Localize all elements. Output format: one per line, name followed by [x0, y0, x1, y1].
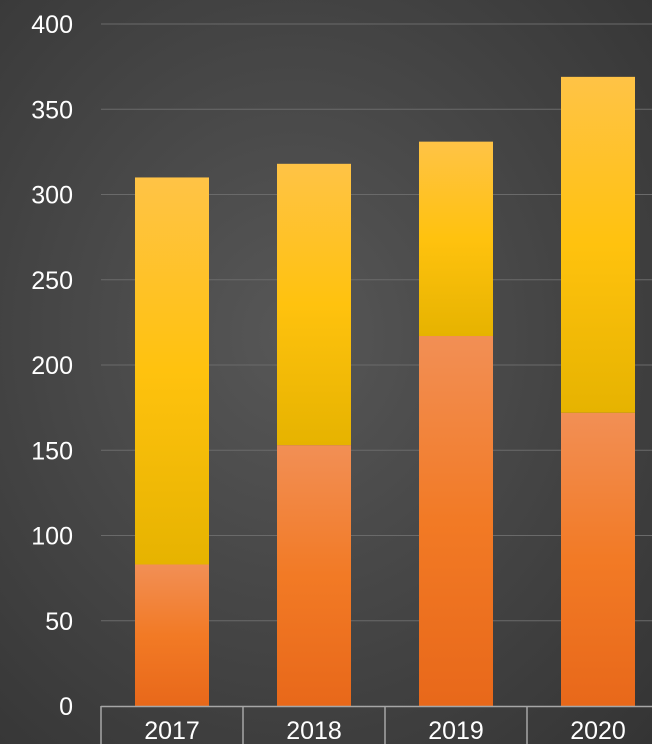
bar-2017-segment-1 [135, 564, 209, 706]
bar-2019-segment-1 [419, 336, 493, 706]
x-category-label-2019: 2019 [428, 717, 484, 744]
bars [135, 76, 635, 706]
y-tick-label-50: 50 [45, 608, 73, 636]
y-tick-label-100: 100 [31, 523, 73, 551]
x-category-label-2017: 2017 [144, 717, 200, 744]
x-category-label-2018: 2018 [286, 717, 342, 744]
x-axis [100, 705, 652, 744]
y-axis-tick-labels: 0 50 100 150 200 250 300 350 400 [31, 11, 73, 721]
bar-2017-segment-2 [135, 177, 209, 565]
x-category-label-2020: 2020 [570, 717, 626, 744]
bar-2018-segment-2 [277, 163, 351, 446]
bar-2018-segment-1 [277, 445, 351, 706]
y-tick-label-250: 250 [31, 267, 73, 295]
x-axis-category-labels: 2017 2018 2019 2020 [144, 717, 626, 744]
y-tick-label-350: 350 [31, 96, 73, 124]
y-tick-label-150: 150 [31, 437, 73, 465]
y-tick-label-0: 0 [59, 693, 73, 721]
bar-2019-segment-2 [419, 141, 493, 337]
y-tick-label-200: 200 [31, 352, 73, 380]
y-tick-label-300: 300 [31, 182, 73, 210]
bar-2020-segment-1 [561, 412, 635, 706]
y-tick-label-400: 400 [31, 11, 73, 39]
bar-2020-segment-2 [561, 76, 635, 413]
